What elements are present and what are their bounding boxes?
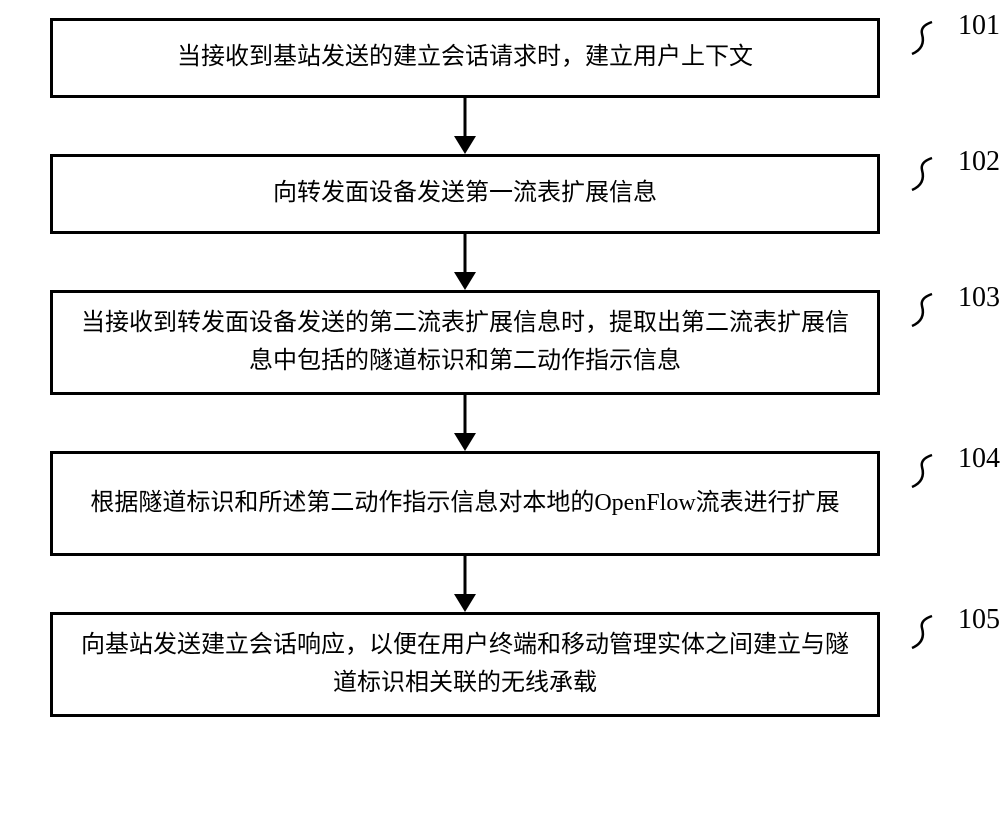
flow-step: 当接收到转发面设备发送的第二流表扩展信息时，提取出第二流表扩展信息中包括的隧道标…	[50, 290, 950, 395]
step-label: 101	[958, 10, 1000, 42]
arrow-line	[464, 556, 467, 596]
flowchart-container: 当接收到基站发送的建立会话请求时，建立用户上下文 101 向转发面设备发送第一流…	[50, 18, 950, 717]
label-connector-curve	[910, 156, 938, 194]
flow-box-105: 向基站发送建立会话响应，以便在用户终端和移动管理实体之间建立与隧道标识相关联的无…	[50, 612, 880, 717]
arrow-head-icon	[454, 594, 476, 612]
label-connector-curve	[910, 453, 938, 491]
flow-arrow	[50, 234, 880, 290]
step-text: 当接收到基站发送的建立会话请求时，建立用户上下文	[177, 39, 753, 76]
step-text: 根据隧道标识和所述第二动作指示信息对本地的OpenFlow流表进行扩展	[90, 485, 839, 522]
flow-box-101: 当接收到基站发送的建立会话请求时，建立用户上下文	[50, 18, 880, 98]
flow-box-103: 当接收到转发面设备发送的第二流表扩展信息时，提取出第二流表扩展信息中包括的隧道标…	[50, 290, 880, 395]
step-text: 向转发面设备发送第一流表扩展信息	[273, 175, 657, 212]
flow-arrow	[50, 395, 880, 451]
flow-step: 根据隧道标识和所述第二动作指示信息对本地的OpenFlow流表进行扩展 104	[50, 451, 950, 556]
arrow-head-icon	[454, 433, 476, 451]
flow-box-102: 向转发面设备发送第一流表扩展信息	[50, 154, 880, 234]
step-text: 向基站发送建立会话响应，以便在用户终端和移动管理实体之间建立与隧道标识相关联的无…	[81, 627, 849, 701]
flow-arrow	[50, 98, 880, 154]
arrow-line	[464, 98, 467, 138]
arrow-line	[464, 234, 467, 274]
flow-step: 当接收到基站发送的建立会话请求时，建立用户上下文 101	[50, 18, 950, 98]
arrow-head-icon	[454, 136, 476, 154]
step-text: 当接收到转发面设备发送的第二流表扩展信息时，提取出第二流表扩展信息中包括的隧道标…	[81, 305, 849, 379]
label-connector-curve	[910, 614, 938, 652]
flow-box-104: 根据隧道标识和所述第二动作指示信息对本地的OpenFlow流表进行扩展	[50, 451, 880, 556]
flow-arrow	[50, 556, 880, 612]
step-label: 105	[958, 604, 1000, 636]
label-connector-curve	[910, 20, 938, 58]
step-label: 104	[958, 443, 1000, 475]
label-connector-curve	[910, 292, 938, 330]
step-label: 102	[958, 146, 1000, 178]
flow-step: 向转发面设备发送第一流表扩展信息 102	[50, 154, 950, 234]
arrow-line	[464, 395, 467, 435]
step-label: 103	[958, 282, 1000, 314]
flow-step: 向基站发送建立会话响应，以便在用户终端和移动管理实体之间建立与隧道标识相关联的无…	[50, 612, 950, 717]
arrow-head-icon	[454, 272, 476, 290]
